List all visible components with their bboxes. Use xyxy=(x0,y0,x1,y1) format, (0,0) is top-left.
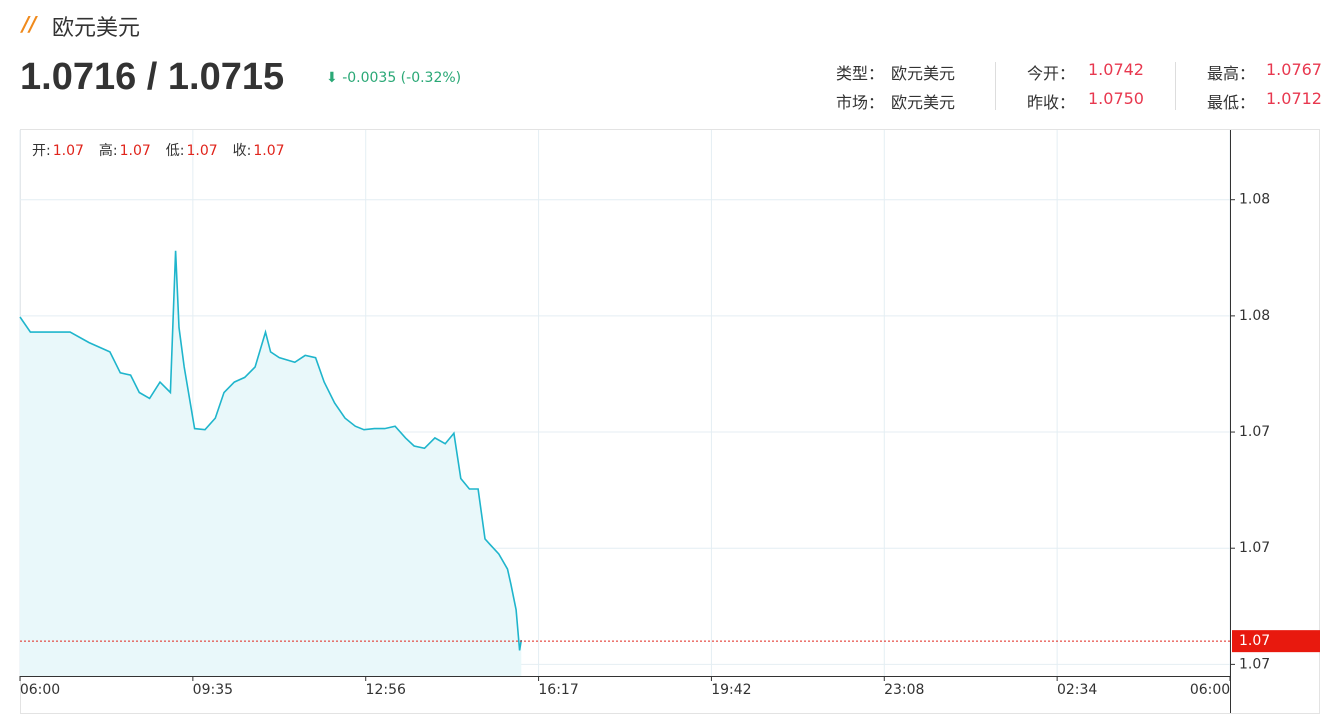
y-tick-label: 1.08 xyxy=(1239,308,1270,324)
x-tick-label: 06:00 xyxy=(1190,682,1230,698)
x-tick-label: 09:35 xyxy=(193,682,233,698)
ohlc-label: 高: xyxy=(99,142,118,159)
logo: // xyxy=(22,12,37,36)
info-value: 1.0750 xyxy=(1088,89,1144,108)
ohlc-label: 开: xyxy=(32,143,51,159)
info-label: 最低： xyxy=(1207,93,1256,112)
info-value: 欧元美元 xyxy=(891,64,956,83)
y-tick-label: 1.07 xyxy=(1239,424,1270,440)
info-label: 今开： xyxy=(1027,64,1076,83)
info-label: 市场： xyxy=(836,93,885,112)
price-change: ⬇ -0.0035 (-0.32%) xyxy=(326,70,462,86)
ohlc-label: 低: xyxy=(166,143,185,159)
bid-ask: 1.0716 / 1.0715 xyxy=(20,56,285,98)
last-price-label: 1.07 xyxy=(1239,633,1270,649)
info-label: 类型： xyxy=(836,64,885,83)
info-value: 1.0742 xyxy=(1088,60,1144,79)
y-tick-label: 1.07 xyxy=(1239,540,1270,556)
x-tick-label: 02:34 xyxy=(1057,682,1097,698)
info-label: 最高： xyxy=(1207,64,1256,83)
ohlc-label: 收: xyxy=(233,143,252,159)
y-tick-label: 1.08 xyxy=(1239,192,1270,208)
info-value: 1.0712 xyxy=(1266,89,1322,108)
x-tick-label: 06:00 xyxy=(20,682,60,698)
ohlc-value: 1.07 xyxy=(187,143,218,159)
y-tick-label: 1.07 xyxy=(1239,656,1270,672)
info-value: 欧元美元 xyxy=(891,93,956,112)
last-price-box xyxy=(1232,630,1320,653)
price-line xyxy=(19,250,523,651)
instrument-title: 欧元美元 xyxy=(52,16,141,41)
ohlc-value: 1.07 xyxy=(53,143,84,159)
separator xyxy=(995,62,996,110)
separator xyxy=(1175,62,1176,110)
x-tick-label: 16:17 xyxy=(538,682,578,698)
x-tick-label: 23:08 xyxy=(884,682,924,698)
x-tick-label: 12:56 xyxy=(366,682,406,698)
ohlc-value: 1.07 xyxy=(253,143,284,159)
info-label: 昨收： xyxy=(1027,93,1076,112)
ohlc-value: 1.07 xyxy=(120,143,151,159)
x-tick-label: 19:42 xyxy=(711,682,751,698)
area xyxy=(20,250,522,677)
info-value: 1.0767 xyxy=(1266,60,1322,79)
change-text: -0.0035 (-0.32%) xyxy=(342,70,462,86)
